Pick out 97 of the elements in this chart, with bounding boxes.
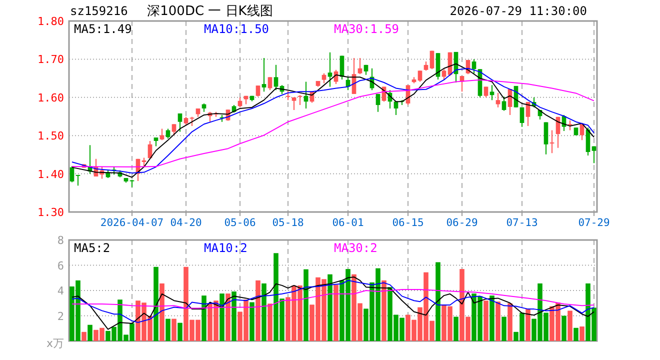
candlestick	[418, 70, 422, 82]
text: 2026-07-29 11:30:00	[450, 4, 587, 18]
bar	[262, 283, 266, 341]
x-tick-label: 07-29	[578, 217, 610, 229]
candlestick	[496, 92, 500, 108]
bar	[256, 280, 260, 341]
x-tick-label: 07-13	[506, 217, 538, 229]
x-tick-label: 06-15	[392, 217, 424, 229]
candlestick	[70, 166, 74, 183]
chart-title: 深100DC 一 日K线图	[147, 4, 273, 19]
y-tick-label: 4	[57, 284, 64, 298]
text: MA30:2	[334, 241, 378, 255]
candlestick	[178, 112, 182, 132]
line-series	[72, 79, 594, 168]
bar	[502, 316, 506, 341]
bar	[166, 318, 170, 341]
candlestick	[424, 60, 428, 72]
candlestick	[472, 58, 476, 74]
text: MA30:1.59	[334, 22, 400, 36]
bar	[226, 294, 230, 341]
bar	[490, 296, 494, 341]
candlestick	[160, 128, 164, 141]
bar	[304, 269, 308, 341]
y-tick-label: 1.70	[38, 53, 64, 66]
candlestick	[358, 58, 362, 75]
candlestick	[430, 50, 434, 70]
line-series	[72, 288, 594, 309]
candlestick	[442, 68, 446, 80]
candlestick	[172, 124, 176, 136]
candlestick	[322, 72, 326, 84]
x-tick-label: 05-18	[272, 217, 304, 229]
y-tick-label: 1.60	[38, 91, 64, 104]
candlestick	[484, 86, 488, 98]
bar	[574, 328, 578, 341]
bar	[484, 300, 488, 341]
text: MA5:1.49	[74, 22, 132, 36]
candlestick	[550, 130, 554, 154]
y-tick-label: 1.50	[38, 130, 64, 143]
y-tick-label: 1.80	[38, 15, 64, 28]
candlestick	[520, 106, 524, 128]
y-axis-title: x万	[46, 337, 64, 350]
text: sz159216	[70, 4, 128, 18]
text: MA10:1.50	[204, 22, 270, 36]
candlestick	[274, 64, 278, 91]
candlestick	[592, 146, 596, 164]
bar	[562, 316, 566, 341]
text: MA10:2	[204, 241, 248, 255]
bar	[334, 284, 338, 341]
candlestick	[490, 84, 494, 101]
line-series	[72, 280, 594, 323]
bar	[82, 332, 86, 341]
candlestick	[328, 52, 332, 88]
bar	[172, 318, 176, 341]
candlestick	[292, 96, 296, 111]
bar	[250, 302, 254, 341]
y-tick-label: 2	[57, 310, 64, 323]
x-tick-label: 06-29	[446, 217, 478, 229]
bar	[232, 292, 236, 341]
x-tick-label: 06-01	[332, 217, 364, 229]
y-tick-label: 6	[57, 259, 64, 272]
bar	[220, 294, 224, 341]
text: MA5:2	[74, 241, 110, 255]
bar	[496, 302, 500, 341]
bar	[154, 266, 158, 341]
x-tick-label: 05-06	[224, 217, 256, 229]
bar	[508, 303, 512, 341]
bar	[178, 322, 182, 341]
line-series	[72, 276, 594, 330]
candlestick	[256, 85, 260, 98]
candlestick	[394, 101, 398, 116]
bar	[382, 280, 386, 341]
x-tick-label: 04-20	[170, 217, 202, 229]
x-tick-label: 2026-04-07	[100, 217, 164, 229]
bar	[88, 324, 92, 341]
y-tick-label: 1.40	[38, 168, 64, 181]
bar	[202, 296, 206, 341]
candlestick	[142, 157, 146, 168]
bar	[580, 326, 584, 341]
candlestick	[376, 93, 380, 112]
bar	[328, 274, 332, 341]
candlestick	[544, 122, 548, 155]
bar	[160, 283, 164, 341]
candlestick	[286, 90, 290, 101]
candlestick	[262, 58, 266, 92]
bar	[454, 316, 458, 341]
candlestick	[298, 94, 302, 106]
candlestick	[190, 116, 194, 127]
candlestick	[502, 96, 506, 112]
candlestick	[568, 120, 572, 131]
bar	[436, 262, 440, 341]
candlestick	[76, 174, 80, 186]
bar	[526, 308, 530, 341]
y-tick-label: 8	[57, 234, 64, 247]
candlestick	[268, 76, 272, 91]
y-tick-label: 1.30	[38, 206, 64, 219]
bar	[268, 304, 272, 341]
bar	[568, 310, 572, 341]
